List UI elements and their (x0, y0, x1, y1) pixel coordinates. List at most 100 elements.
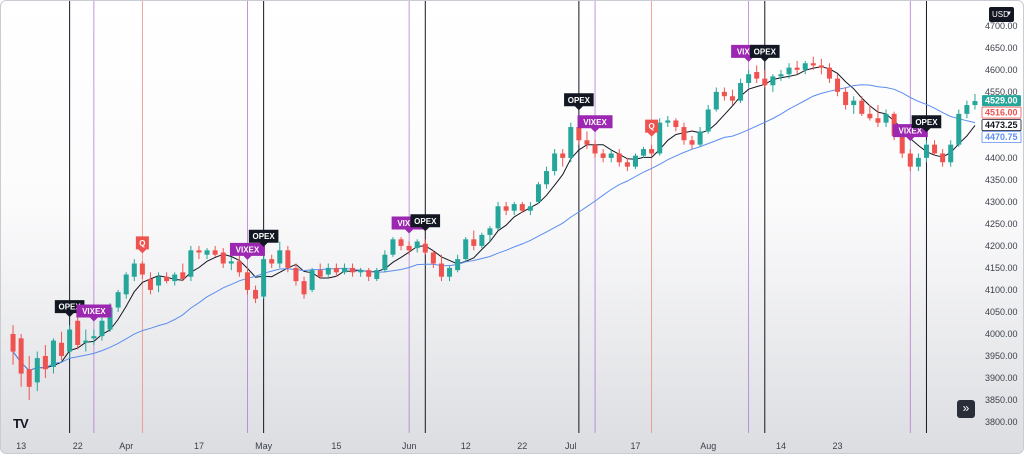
bearish-candle (42, 344, 48, 378)
candle-body (325, 267, 331, 275)
bearish-candle (867, 105, 873, 121)
bullish-candle (552, 149, 558, 176)
marker-flag (911, 115, 942, 133)
price-tick-label: 4200.00 (985, 241, 1018, 251)
candle-body (641, 149, 647, 156)
candle-body (721, 91, 727, 97)
bearish-candle (940, 149, 946, 167)
currency-selector[interactable]: USD ▼ (989, 7, 1014, 22)
price-label-text: 4529.00 (985, 96, 1018, 106)
bullish-candle (964, 100, 970, 119)
candle-body (42, 355, 48, 370)
candle-body (746, 74, 752, 84)
bullish-candle (786, 63, 792, 79)
bearish-candle (430, 250, 436, 268)
bearish-candle (810, 56, 816, 70)
bearish-candle (826, 63, 832, 84)
candle-body (608, 153, 614, 158)
time-tick-label: Aug (700, 441, 716, 451)
bullish-candle (713, 87, 719, 112)
candle-body (923, 144, 929, 158)
price-label-red: 4516.00 (981, 106, 1022, 119)
bullish-candle (883, 109, 889, 128)
price-tick-label: 4150.00 (985, 263, 1018, 273)
price-label-box (982, 95, 1021, 107)
bullish-candle (455, 254, 461, 273)
candle-body (915, 157, 921, 167)
price-label-text: 4473.25 (985, 120, 1018, 130)
bearish-candle (422, 239, 428, 255)
bearish-candle (616, 149, 622, 167)
price-label-black: 4473.25 (981, 119, 1022, 132)
bullish-candle (641, 146, 647, 158)
candle-body (188, 250, 194, 277)
bullish-candle (374, 267, 380, 282)
bearish-candle (366, 267, 372, 282)
bearish-candle (560, 149, 566, 167)
moving-average-lines (12, 66, 976, 372)
candle-body (616, 153, 622, 163)
bullish-candle (948, 140, 954, 167)
candle-body (67, 329, 73, 352)
bullish-candle (665, 116, 671, 128)
price-label-text: 4516.00 (985, 108, 1018, 118)
bearish-candle (729, 89, 735, 106)
scroll-to-realtime-button[interactable]: » (957, 400, 975, 418)
time-tick-label: Jul (565, 441, 577, 451)
candle-body (883, 113, 889, 123)
time-tick-label: 17 (630, 441, 640, 451)
price-axis[interactable]: 3800.00 3850.00 3900.00 3950.00 4000.00 4050.… (985, 21, 1018, 427)
candle-body (535, 184, 541, 202)
time-tick-label: 12 (461, 441, 471, 451)
bullish-candle (390, 237, 396, 257)
candle-body (50, 340, 56, 367)
marker-flag (577, 115, 613, 133)
bullish-candle (123, 272, 129, 299)
opex-marker: OPEX (564, 93, 594, 111)
bullish-candle (34, 351, 40, 392)
candle-body (107, 307, 113, 330)
bullish-candle (479, 232, 485, 249)
candle-body (632, 155, 638, 167)
candle-body (600, 153, 606, 158)
bearish-candle (18, 333, 24, 387)
marker-flag (645, 119, 659, 137)
candle-body (59, 342, 65, 356)
bullish-candle (778, 69, 784, 81)
price-label-box (981, 106, 1022, 119)
bullish-candle (915, 153, 921, 172)
candle-body (455, 259, 461, 271)
candle-body (172, 274, 178, 282)
candle-body (350, 267, 356, 273)
bullish-candle (67, 325, 73, 359)
candle-body (34, 358, 40, 383)
candle-body (657, 122, 663, 154)
bullish-candle (705, 105, 711, 134)
candle-body (713, 91, 719, 110)
q-marker: Q (645, 119, 659, 137)
bearish-candle (59, 331, 65, 361)
candle-body (810, 63, 816, 66)
candle-body (818, 65, 824, 68)
candle-body (18, 338, 24, 374)
candle-body (261, 259, 267, 297)
candle-body (673, 120, 679, 128)
candle-body (285, 250, 291, 268)
bullish-candle (341, 263, 347, 275)
bearish-candle (196, 245, 202, 260)
candle-body (75, 320, 81, 345)
time-axis[interactable]: 13 22 Apr 17 May 15 Jun 12 22 Jul 17 Aug 14 23 (16, 441, 842, 451)
bearish-candle (503, 201, 509, 216)
price-tick-label: 4100.00 (985, 285, 1018, 295)
bearish-candle (220, 248, 226, 268)
candle-body (956, 113, 962, 145)
candle-body (220, 252, 226, 264)
bullish-candle (50, 338, 56, 374)
marker-flag (749, 44, 780, 62)
currency-label: USD (992, 10, 1009, 19)
bearish-candle (398, 237, 404, 251)
opex-marker: OPEX (749, 44, 780, 62)
candle-body (236, 261, 242, 273)
candle-body (447, 267, 453, 277)
